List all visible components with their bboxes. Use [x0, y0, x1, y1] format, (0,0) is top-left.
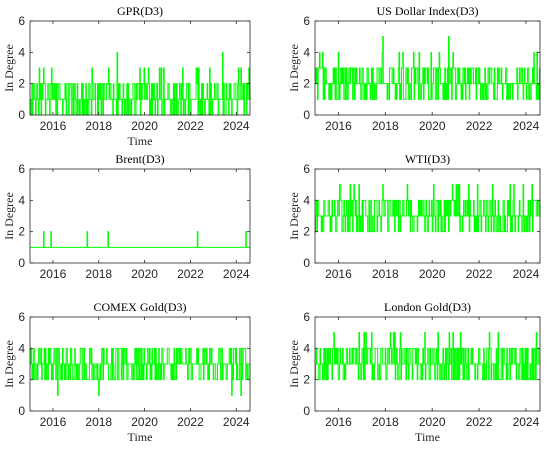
y-tick-label: 0 — [303, 404, 310, 418]
y-axis-label: In Degree — [2, 44, 16, 92]
x-tick-label: 2016 — [325, 267, 352, 281]
x-axis-label: Time — [128, 430, 153, 444]
x-tick-label: 2020 — [131, 119, 158, 133]
x-tick-label: 2016 — [40, 415, 67, 429]
y-tick-label: 2 — [303, 77, 310, 91]
x-tick-label: 2024 — [223, 267, 250, 281]
y-tick-label: 6 — [303, 310, 310, 324]
subplot-4: WTI(D3) 0 2 4 6 2016 2018 2020 2022 2024 In Degree — [287, 152, 541, 281]
x-tick-label: 2020 — [419, 415, 446, 429]
x-tick-label: 2024 — [513, 415, 540, 429]
y-axis-label: In Degree — [287, 192, 301, 240]
y-tick-label: 6 — [18, 162, 25, 176]
series-line — [30, 51, 251, 116]
y-tick-label: 4 — [18, 341, 25, 355]
x-tick-label: 2018 — [372, 119, 399, 133]
y-tick-label: 6 — [303, 14, 310, 28]
x-tick-label: 2020 — [419, 267, 446, 281]
x-axis-label: Time — [128, 134, 153, 148]
x-tick-label: 2022 — [177, 119, 204, 133]
x-tick-label: 2020 — [131, 267, 158, 281]
series-line — [30, 347, 251, 396]
x-tick-label: 2016 — [40, 267, 67, 281]
x-tick-label: 2022 — [177, 267, 204, 281]
x-tick-label: 2016 — [325, 415, 352, 429]
axes-box — [314, 316, 541, 412]
y-tick-label: 0 — [18, 404, 25, 418]
x-tick-label: 2018 — [85, 415, 112, 429]
x-tick-label: 2020 — [131, 415, 158, 429]
axes-box — [314, 20, 541, 116]
axes-box — [29, 316, 251, 412]
x-tick-label: 2024 — [513, 267, 540, 281]
x-tick-label: 2024 — [513, 119, 540, 133]
y-tick-label: 2 — [303, 373, 310, 387]
axes-box — [29, 168, 251, 264]
x-tick-label: 2016 — [325, 119, 352, 133]
x-tick-label: 2022 — [466, 267, 493, 281]
axes-box — [29, 20, 251, 116]
x-tick-label: 2024 — [223, 119, 250, 133]
x-tick-label: 2024 — [223, 415, 250, 429]
subplot-title: WTI(D3) — [405, 152, 450, 166]
y-tick-label: 2 — [303, 225, 310, 239]
subplot-3: Brent(D3) 0 2 4 6 2016 2018 2020 2022 2024 In Degr… — [2, 152, 251, 281]
y-tick-label: 2 — [18, 77, 25, 91]
series-line — [315, 36, 541, 100]
subplot-title: Brent(D3) — [115, 152, 164, 166]
y-tick-label: 4 — [303, 341, 310, 355]
y-tick-label: 4 — [303, 45, 310, 59]
x-tick-label: 2022 — [177, 415, 204, 429]
axes-box — [314, 168, 541, 264]
x-tick-label: 2020 — [419, 119, 446, 133]
y-axis-label: In Degree — [2, 340, 16, 388]
series-line — [30, 231, 250, 248]
x-tick-label: 2022 — [466, 119, 493, 133]
subplot-title: GPR(D3) — [117, 4, 163, 18]
x-tick-label: 2018 — [372, 415, 399, 429]
y-axis-label: In Degree — [287, 340, 301, 388]
series-line — [315, 332, 540, 381]
y-tick-label: 0 — [18, 108, 25, 122]
y-tick-label: 6 — [303, 162, 310, 176]
y-tick-label: 6 — [18, 310, 25, 324]
x-tick-label: 2018 — [85, 267, 112, 281]
x-tick-label: 2018 — [372, 267, 399, 281]
y-tick-label: 0 — [303, 108, 310, 122]
x-tick-label: 2016 — [40, 119, 67, 133]
y-tick-label: 2 — [18, 225, 25, 239]
y-axis-label: In Degree — [2, 192, 16, 240]
y-tick-label: 0 — [303, 256, 310, 270]
y-tick-label: 2 — [18, 373, 25, 387]
y-tick-label: 4 — [18, 193, 25, 207]
series-line — [315, 184, 541, 233]
x-tick-label: 2022 — [466, 415, 493, 429]
subplot-title: London Gold(D3) — [384, 300, 471, 314]
x-axis-label: Time — [415, 430, 440, 444]
y-tick-label: 4 — [303, 193, 310, 207]
subplot-1: GPR(D3) 0 2 4 6 2016 2018 2020 2022 2024 Time In De… — [2, 4, 251, 148]
subplot-title: US Dollar Index(D3) — [377, 4, 479, 18]
subplot-title: COMEX Gold(D3) — [94, 300, 187, 314]
subplot-2: US Dollar Index(D3) 0 2 4 6 2016 2018 2020 2022 2… — [287, 4, 541, 133]
y-axis-label: In Degree — [287, 44, 301, 92]
y-tick-label: 4 — [18, 45, 25, 59]
subplot-6: London Gold(D3) 0 2 4 6 2016 2018 2020 2022 2024 T… — [287, 300, 541, 444]
x-tick-label: 2018 — [85, 119, 112, 133]
y-tick-label: 0 — [18, 256, 25, 270]
subplot-5: COMEX Gold(D3) 0 2 4 6 2016 2018 2020 2022 2024 Ti… — [2, 300, 251, 444]
y-tick-label: 6 — [18, 14, 25, 28]
